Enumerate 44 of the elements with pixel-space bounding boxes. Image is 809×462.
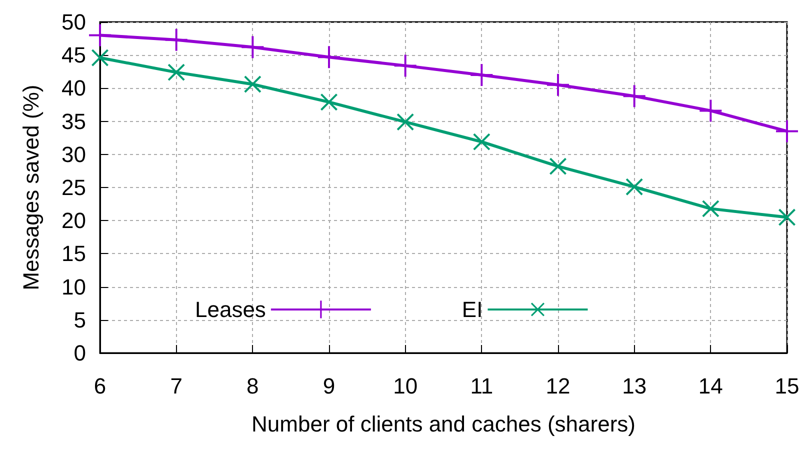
x-tick-label: 7 [170,374,182,398]
point [626,178,643,196]
x-tick-label: 15 [774,374,800,398]
y-tick-label: 0 [74,340,86,366]
y-tick-label: 50 [62,10,86,34]
point [165,28,188,51]
point [702,200,720,218]
point [550,158,566,175]
point [92,49,108,66]
x-tick-label: 12 [546,374,570,398]
legend-label: EI [462,296,483,322]
point [778,208,796,226]
y-tick-label: 35 [62,108,86,134]
x-tick-label: 13 [622,374,647,398]
point [168,64,185,81]
point [470,64,493,86]
y-tick-label: 40 [62,76,86,101]
x-tick-label: 10 [393,374,418,398]
point [396,113,414,130]
point [318,46,340,68]
x-tick-label: 9 [322,374,336,398]
legend-label: Leases [194,296,266,322]
x-axis-title: Number of clients and caches (sharers) [252,412,636,436]
y-tick-label: 45 [62,42,86,68]
point [623,85,646,108]
point [242,36,264,58]
x-tick-label: 14 [698,374,723,398]
point [547,74,569,96]
y-tick-label: 15 [62,241,86,266]
x-tick-label: 6 [94,374,106,398]
point [700,100,722,122]
y-tick-label: 5 [74,307,86,332]
point [776,120,798,142]
y-tick-label: 10 [62,274,86,300]
y-tick-label: 25 [62,175,86,200]
x-tick-label: 8 [246,374,259,398]
point [244,76,262,93]
y-axis-title: Messages saved (%) [18,84,44,290]
point [473,133,490,150]
y-tick-label: 30 [62,142,86,167]
x-tick-label: 11 [470,374,494,398]
point [394,54,416,77]
y-tick-label: 20 [62,208,86,234]
point [320,94,338,111]
